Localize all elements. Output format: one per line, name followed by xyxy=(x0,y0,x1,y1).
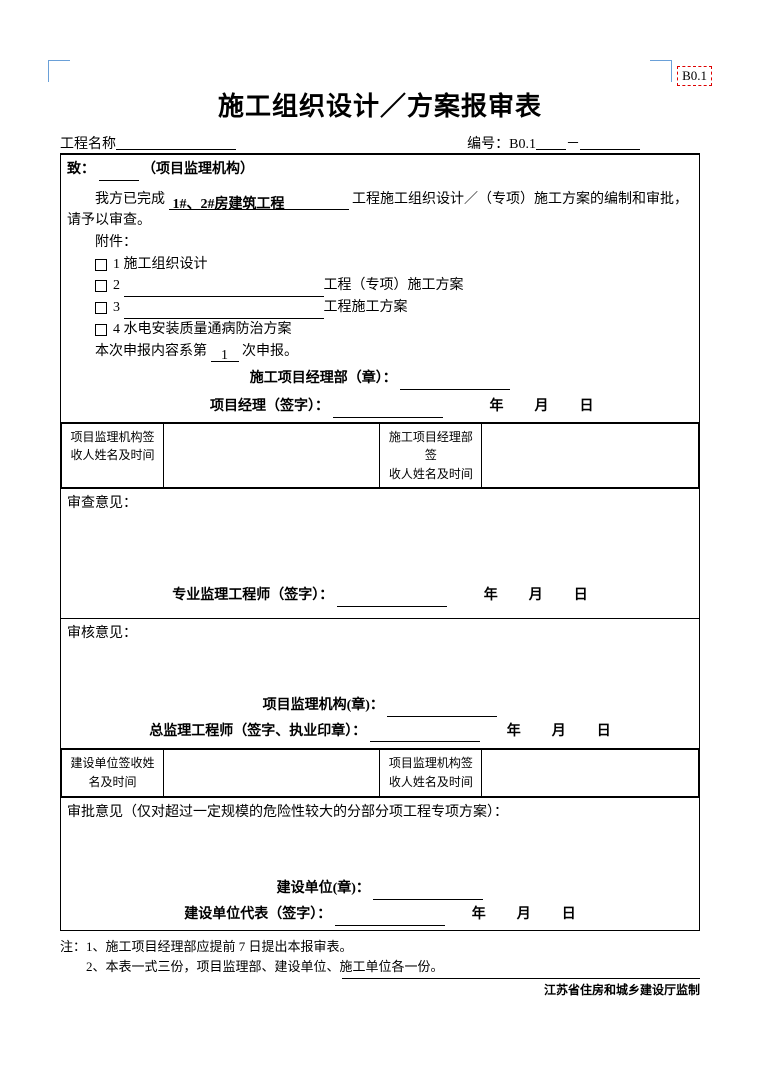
section3-sign-field[interactable] xyxy=(370,727,480,742)
submit-num[interactable]: 1 xyxy=(211,345,239,362)
r2-right-field[interactable] xyxy=(482,750,699,796)
project-name-field[interactable] xyxy=(116,133,236,150)
date-y-3: 年 xyxy=(507,724,521,739)
date-d-2: 日 xyxy=(574,588,588,603)
section4-sign-label: 建设单位代表（签字）： xyxy=(184,907,331,922)
date-m-2: 月 xyxy=(529,588,543,603)
section2-sign-field[interactable] xyxy=(337,591,447,606)
checkbox-1[interactable] xyxy=(95,259,107,271)
attach-suffix-2: 工程（专项）施工方案 xyxy=(324,278,464,293)
crop-mark-tl xyxy=(48,60,70,82)
page-title: 施工组织设计／方案报审表 xyxy=(60,86,700,123)
attach-label: 附件： xyxy=(67,232,693,254)
sign-1-field[interactable] xyxy=(333,402,443,417)
section4-stamp-label: 建设单位(章)： xyxy=(277,881,370,896)
crop-mark-tr xyxy=(650,60,672,82)
section3-stamp-field[interactable] xyxy=(387,701,497,716)
serial-field-2[interactable] xyxy=(580,133,640,150)
r2-r1: 项目监理机构签 xyxy=(386,754,475,773)
section3-head: 审核意见： xyxy=(67,623,693,645)
r1-l1: 项目监理机构签 xyxy=(68,428,157,447)
form-code-tag: B0.1 xyxy=(677,66,712,86)
serial-dash: － xyxy=(566,133,580,153)
date-m-3: 月 xyxy=(552,724,566,739)
submit-b: 次申报。 xyxy=(242,344,298,359)
date-d-3: 日 xyxy=(597,724,611,739)
section3-sign-label: 总监理工程师（签字、执业印章）： xyxy=(149,724,366,739)
notes: 注：1、施工项目经理部应提前 7 日提出本报审表。 2、本表一式三份，项目监理部… xyxy=(60,937,700,979)
serial-field-1[interactable] xyxy=(536,133,566,150)
attach-item-2: 2 xyxy=(113,278,124,293)
attach-item-1: 1 施工组织设计 xyxy=(113,257,208,272)
r1-r2: 收人姓名及时间 xyxy=(386,465,475,484)
submit-a: 本次申报内容系第 xyxy=(95,344,207,359)
r1-left-field[interactable] xyxy=(163,423,380,488)
receipt-table-1: 项目监理机构签收人姓名及时间 施工项目经理部签收人姓名及时间 xyxy=(61,423,699,489)
checkbox-4[interactable] xyxy=(95,324,107,336)
date-y-1: 年 xyxy=(490,399,504,414)
sign-1-label: 项目经理（签字）： xyxy=(210,399,329,414)
section3-stamp-label: 项目监理机构(章)： xyxy=(263,698,384,713)
note-2: 2、本表一式三份，项目监理部、建设单位、施工单位各一份。 xyxy=(60,957,700,978)
section2-sign-label: 专业监理工程师（签字）： xyxy=(172,588,333,603)
to-suffix: （项目监理机构） xyxy=(142,162,254,177)
r2-r2: 收人姓名及时间 xyxy=(386,773,475,792)
r2-l1: 建设单位签收姓 xyxy=(68,754,157,773)
r2-l2: 名及时间 xyxy=(68,773,157,792)
r1-right-field[interactable] xyxy=(482,423,699,488)
section4-stamp-field[interactable] xyxy=(373,885,483,900)
r2-left-field[interactable] xyxy=(163,750,380,796)
main-form-table: 致： （项目监理机构） 我方已完成 1#、2#房建筑工程 工程施工组织设计／（专… xyxy=(60,154,700,931)
to-label: 致： xyxy=(67,162,95,177)
attach-item-4: 4 水电安装质量通病防治方案 xyxy=(113,322,292,337)
date-d-1: 日 xyxy=(580,399,594,414)
date-y-4: 年 xyxy=(472,907,486,922)
date-y-2: 年 xyxy=(484,588,498,603)
checkbox-3[interactable] xyxy=(95,302,107,314)
para1-completed[interactable]: 1#、2#房建筑工程 xyxy=(169,194,349,211)
receipt-table-2: 建设单位签收姓名及时间 项目监理机构签收人姓名及时间 xyxy=(61,749,699,796)
section2-head: 审查意见： xyxy=(67,493,693,515)
r1-r1: 施工项目经理部签 xyxy=(386,428,475,465)
project-name-label: 工程名称 xyxy=(60,133,116,153)
checkbox-2[interactable] xyxy=(95,280,107,292)
attach-suffix-3: 工程施工方案 xyxy=(324,300,408,315)
footer: 江苏省住房和城乡建设厅监制 xyxy=(342,978,700,998)
note-1: 注：1、施工项目经理部应提前 7 日提出本报审表。 xyxy=(60,937,700,958)
serial-label: 编号：B0.1 xyxy=(467,133,536,153)
para1-a: 我方已完成 xyxy=(95,192,165,207)
attach-blank-2[interactable] xyxy=(124,280,324,297)
attach-item-3: 3 xyxy=(113,300,124,315)
date-d-4: 日 xyxy=(562,907,576,922)
stamp-1-field[interactable] xyxy=(400,374,510,389)
to-field[interactable] xyxy=(99,164,139,181)
section4-head: 审批意见（仅对超过一定规模的危险性较大的分部分项工程专项方案）： xyxy=(67,802,693,824)
section4-sign-field[interactable] xyxy=(335,910,445,925)
attach-blank-3[interactable] xyxy=(124,302,324,319)
date-m-1: 月 xyxy=(535,399,549,414)
r1-l2: 收人姓名及时间 xyxy=(68,446,157,465)
meta-row: 工程名称 编号：B0.1 － xyxy=(60,133,700,154)
date-m-4: 月 xyxy=(517,907,531,922)
stamp-1-label: 施工项目经理部（章）： xyxy=(250,371,397,386)
